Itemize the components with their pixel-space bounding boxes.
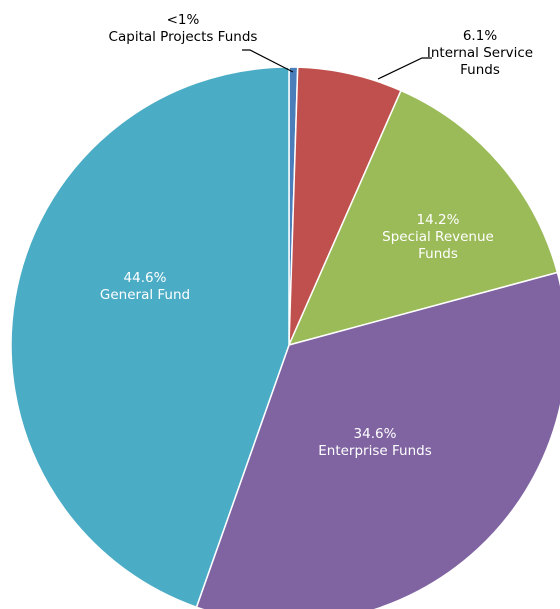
pie-slice (10, 66, 290, 609)
slice-label-box: 6.1% Internal Service Funds (420, 28, 540, 79)
pie-slice (195, 271, 560, 609)
slice-label-box: 14.2% Special Revenue Funds (373, 212, 503, 263)
slice-label: 34.6%Enterprise Funds (290, 426, 460, 460)
value-label: 14.2% (416, 212, 460, 228)
leader-line (377, 57, 432, 80)
category-label: Internal Service Funds (426, 45, 534, 78)
category-label: Enterprise Funds (318, 443, 432, 459)
leader-line (242, 49, 294, 73)
slice-label: 14.2%Special Revenue Funds (373, 212, 503, 263)
slice-label: <1%Capital Projects Funds (108, 12, 258, 46)
slice-label-box: 34.6% Enterprise Funds (290, 426, 460, 460)
category-label: Capital Projects Funds (108, 29, 258, 45)
slice-label: 44.6%General Fund (70, 270, 220, 304)
category-label: Special Revenue Funds (382, 229, 494, 262)
value-label: 44.6% (123, 270, 167, 286)
slice-label: 6.1%Internal Service Funds (420, 28, 540, 79)
category-label: General Fund (99, 287, 191, 303)
slice-label-box: 44.6% General Fund (70, 270, 220, 304)
value-label: <1% (166, 12, 200, 28)
value-label: 34.6% (353, 426, 397, 442)
value-label: 6.1% (462, 28, 498, 44)
pie-slice (287, 89, 559, 347)
slice-label-box: <1% Capital Projects Funds (108, 12, 258, 46)
